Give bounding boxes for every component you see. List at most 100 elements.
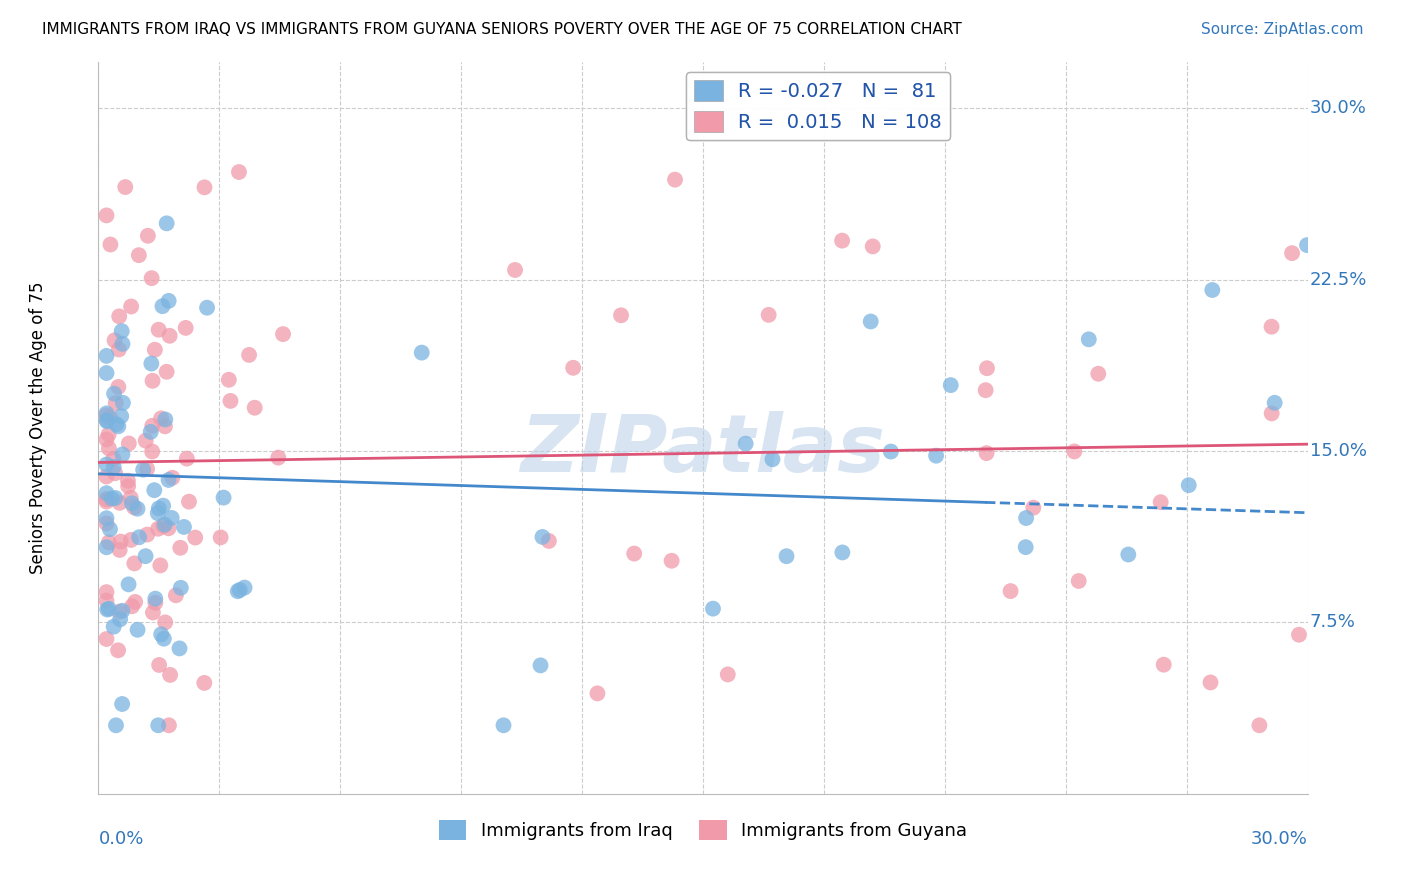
Point <box>195 301 218 315</box>
Point <box>233 581 256 595</box>
Text: 30.0%: 30.0% <box>1251 830 1308 848</box>
Point <box>159 668 181 682</box>
Point <box>96 409 118 423</box>
Point <box>141 357 163 371</box>
Point <box>1063 444 1085 458</box>
Point <box>219 393 242 408</box>
Text: 30.0%: 30.0% <box>1310 99 1367 117</box>
Point <box>1296 238 1319 252</box>
Point <box>492 718 515 732</box>
Point <box>96 413 118 427</box>
Text: 7.5%: 7.5% <box>1310 614 1355 632</box>
Text: 0.0%: 0.0% <box>98 830 143 848</box>
Point <box>103 452 125 467</box>
Point <box>96 494 118 508</box>
Point <box>1015 540 1038 554</box>
Point <box>111 396 134 410</box>
Point <box>157 473 180 487</box>
Point <box>127 501 149 516</box>
Point <box>831 545 853 559</box>
Point <box>146 506 169 520</box>
Point <box>145 596 167 610</box>
Point <box>128 248 150 262</box>
Point <box>96 349 118 363</box>
Point <box>135 434 157 448</box>
Point <box>107 419 129 434</box>
Point <box>1015 511 1038 525</box>
Point <box>529 658 551 673</box>
Point <box>1199 675 1222 690</box>
Point <box>862 239 884 253</box>
Text: 22.5%: 22.5% <box>1310 270 1368 289</box>
Point <box>96 458 118 472</box>
Point <box>661 554 683 568</box>
Point <box>105 417 128 432</box>
Point <box>562 360 585 375</box>
Point <box>976 361 998 376</box>
Point <box>150 411 173 425</box>
Point <box>238 348 260 362</box>
Text: IMMIGRANTS FROM IRAQ VS IMMIGRANTS FROM GUYANA SENIORS POVERTY OVER THE AGE OF 7: IMMIGRANTS FROM IRAQ VS IMMIGRANTS FROM … <box>42 22 962 37</box>
Legend: R = -0.027   N =  81, R =  0.015   N = 108: R = -0.027 N = 81, R = 0.015 N = 108 <box>686 72 950 140</box>
Point <box>96 414 118 428</box>
Point <box>169 541 191 555</box>
Point <box>114 180 136 194</box>
Point <box>152 519 174 533</box>
Point <box>717 667 740 681</box>
Point <box>104 467 127 481</box>
Point <box>1264 396 1286 410</box>
Point <box>165 588 187 602</box>
Point <box>143 343 166 357</box>
Point <box>152 299 174 313</box>
Point <box>212 491 235 505</box>
Point <box>97 427 120 442</box>
Point <box>1077 332 1099 346</box>
Text: Seniors Poverty Over the Age of 75: Seniors Poverty Over the Age of 75 <box>30 282 46 574</box>
Point <box>135 549 157 563</box>
Point <box>96 632 118 646</box>
Point <box>111 604 134 618</box>
Point <box>1249 718 1271 732</box>
Point <box>143 591 166 606</box>
Point <box>184 531 207 545</box>
Point <box>586 686 609 700</box>
Point <box>156 216 179 230</box>
Point <box>411 345 433 359</box>
Point <box>97 535 120 549</box>
Text: 15.0%: 15.0% <box>1310 442 1367 460</box>
Point <box>1022 500 1045 515</box>
Point <box>173 520 195 534</box>
Point <box>974 383 997 397</box>
Point <box>108 612 131 626</box>
Point <box>96 469 118 483</box>
Point <box>170 581 193 595</box>
Point <box>155 615 177 630</box>
Point <box>153 517 176 532</box>
Point <box>100 491 122 506</box>
Point <box>108 343 131 357</box>
Point <box>98 410 121 425</box>
Point <box>128 530 150 544</box>
Point <box>209 530 232 544</box>
Point <box>162 471 184 485</box>
Point <box>152 499 174 513</box>
Point <box>103 459 125 474</box>
Point <box>160 511 183 525</box>
Point <box>218 373 240 387</box>
Point <box>153 419 176 434</box>
Point <box>136 462 159 476</box>
Point <box>122 500 145 515</box>
Point <box>1000 584 1022 599</box>
Point <box>531 530 554 544</box>
Point <box>142 374 165 388</box>
Point <box>664 172 686 186</box>
Point <box>150 627 173 641</box>
Point <box>1260 319 1282 334</box>
Point <box>503 263 526 277</box>
Point <box>859 314 882 328</box>
Point <box>98 522 121 536</box>
Point <box>110 534 132 549</box>
Point <box>1150 495 1173 509</box>
Point <box>177 494 200 508</box>
Point <box>537 533 560 548</box>
